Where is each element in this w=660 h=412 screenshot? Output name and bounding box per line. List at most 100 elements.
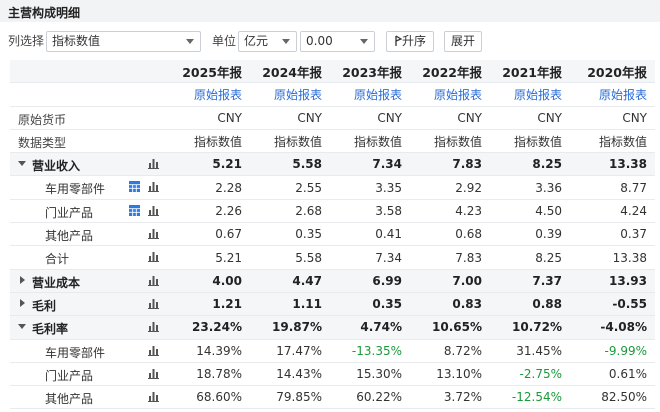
value-cell: 2.28 bbox=[170, 175, 250, 200]
chart-icon[interactable] bbox=[148, 251, 159, 265]
empty-cell bbox=[10, 82, 170, 107]
value-cell: 2.68 bbox=[250, 199, 330, 224]
row-label: 毛利率 bbox=[32, 322, 69, 337]
chart-icon[interactable] bbox=[148, 205, 159, 219]
report-link[interactable]: 原始报表 bbox=[598, 87, 647, 102]
value-cell: -9.99% bbox=[570, 339, 655, 363]
report-link[interactable]: 原始报表 bbox=[433, 87, 482, 102]
group-row: 毛利 1.21 1.11 0.35 0.83 0.88 -0.55 bbox=[10, 292, 655, 317]
row-label: 车用零部件 bbox=[45, 345, 106, 360]
item-row: 其他产品 0.67 0.35 0.41 0.68 0.39 0.37 bbox=[10, 222, 655, 247]
group-row: 毛利率 23.24% 19.87% 4.74% 10.65% 10.72% -4.08% bbox=[10, 315, 655, 340]
value-cell: 7.83 bbox=[410, 152, 490, 177]
value-cell: -2.75% bbox=[490, 362, 570, 387]
chart-icon[interactable] bbox=[148, 228, 159, 242]
sort-button[interactable]: 升序 bbox=[386, 31, 434, 52]
item-row: 其他产品 68.60% 79.85% 60.22% 3.72% -12.54% 82.50% bbox=[10, 385, 655, 410]
chart-icon[interactable] bbox=[148, 275, 159, 289]
report-cell: 原始报表 bbox=[330, 82, 410, 107]
chart-icon[interactable] bbox=[148, 321, 159, 335]
value-cell: 2.55 bbox=[250, 175, 330, 200]
corner-cell bbox=[10, 60, 170, 84]
meta-label-cell: 原始货币 bbox=[10, 106, 170, 130]
row-label: 营业成本 bbox=[32, 275, 81, 290]
row-label-cell: 营业成本 bbox=[10, 269, 170, 293]
report-link[interactable]: 原始报表 bbox=[353, 87, 402, 102]
column-select[interactable]: 指标数值 bbox=[46, 31, 201, 52]
chart-icon[interactable] bbox=[148, 158, 159, 172]
toggle-arrow[interactable] bbox=[18, 161, 26, 167]
value-cell: 18.78% bbox=[170, 362, 250, 387]
unit-select[interactable]: 亿元 bbox=[238, 31, 297, 52]
group-row: 营业成本 4.00 4.47 6.99 7.00 7.37 13.93 bbox=[10, 269, 655, 293]
row-label: 门业产品 bbox=[45, 368, 94, 383]
row-label: 门业产品 bbox=[45, 205, 94, 220]
meta-cell: 指标数值 bbox=[170, 129, 250, 154]
value-cell: -4.08% bbox=[570, 315, 655, 340]
value-cell: 8.25 bbox=[490, 245, 570, 270]
toggle-arrow[interactable] bbox=[20, 275, 25, 284]
value-cell: 0.35 bbox=[330, 292, 410, 317]
sort-icon bbox=[395, 35, 403, 46]
chart-icon[interactable] bbox=[148, 368, 159, 382]
chart-icon[interactable] bbox=[148, 181, 159, 195]
caret bbox=[360, 39, 368, 44]
precision-select[interactable]: 0.00 bbox=[300, 31, 375, 52]
group-row: 营业收入 5.21 5.58 7.34 7.83 8.25 13.38 bbox=[10, 152, 655, 177]
meta-cell: 指标数值 bbox=[330, 129, 410, 154]
report-link[interactable]: 原始报表 bbox=[513, 87, 562, 102]
value-cell: 14.39% bbox=[170, 339, 250, 363]
item-row: 门业产品 2.26 2.68 3.58 4.23 4.50 4.24 bbox=[10, 199, 655, 224]
table-icon[interactable] bbox=[129, 181, 140, 195]
value-cell: 68.60% bbox=[170, 385, 250, 410]
row-label-cell: 毛利率 bbox=[10, 315, 170, 340]
value-cell: 31.45% bbox=[490, 339, 570, 363]
report-link[interactable]: 原始报表 bbox=[193, 87, 242, 102]
value-cell: 5.21 bbox=[170, 245, 250, 270]
meta-cell: CNY bbox=[170, 106, 250, 130]
unit-select-value: 亿元 bbox=[244, 34, 269, 48]
value-cell: 0.83 bbox=[410, 292, 490, 317]
row-label-cell: 营业收入 bbox=[10, 152, 170, 177]
report-link[interactable]: 原始报表 bbox=[273, 87, 322, 102]
row-label: 其他产品 bbox=[45, 229, 94, 244]
toggle-arrow[interactable] bbox=[18, 324, 26, 330]
year-header: 2025年报 bbox=[170, 60, 250, 84]
value-cell: 13.38 bbox=[570, 152, 655, 177]
row-label: 营业收入 bbox=[32, 159, 81, 174]
caret bbox=[282, 39, 290, 44]
report-cell: 原始报表 bbox=[410, 82, 490, 107]
row-label-cell: 其他产品 bbox=[10, 385, 170, 410]
value-cell: 3.35 bbox=[330, 175, 410, 200]
meta-cell: 指标数值 bbox=[570, 129, 655, 154]
chart-icon[interactable] bbox=[148, 391, 159, 405]
value-cell: 2.92 bbox=[410, 175, 490, 200]
report-cell: 原始报表 bbox=[250, 82, 330, 107]
meta-row: 原始货币 CNY CNY CNY CNY CNY CNY bbox=[10, 106, 655, 130]
value-cell: -12.54% bbox=[490, 385, 570, 410]
toggle-arrow[interactable] bbox=[20, 298, 25, 307]
expand-button-label: 展开 bbox=[450, 34, 475, 48]
row-label-cell: 车用零部件 bbox=[10, 175, 170, 200]
value-cell: 0.61% bbox=[570, 362, 655, 387]
row-label-cell: 车用零部件 bbox=[10, 339, 170, 363]
row-label: 合计 bbox=[45, 252, 70, 267]
value-cell: 3.72% bbox=[410, 385, 490, 410]
value-cell: 13.93 bbox=[570, 269, 655, 293]
value-cell: 4.23 bbox=[410, 199, 490, 224]
row-label: 其他产品 bbox=[45, 392, 94, 407]
meta-row: 数据类型 指标数值 指标数值 指标数值 指标数值 指标数值 指标数值 bbox=[10, 129, 655, 154]
expand-button[interactable]: 展开 bbox=[444, 31, 482, 52]
value-cell: 0.88 bbox=[490, 292, 570, 317]
table-icon[interactable] bbox=[129, 204, 140, 219]
meta-cell: CNY bbox=[410, 106, 490, 130]
data-table: 2025年报 2024年报 2023年报 2022年报 2021年报 2020年报 原始报表… bbox=[10, 60, 655, 410]
chart-icon[interactable] bbox=[148, 345, 159, 359]
item-row: 车用零部件 14.39% 17.47% -13.35% 8.72% 31.45% -9.99… bbox=[10, 339, 655, 363]
value-cell: 0.39 bbox=[490, 222, 570, 247]
report-cell: 原始报表 bbox=[490, 82, 570, 107]
value-cell: 3.58 bbox=[330, 199, 410, 224]
value-cell: 6.99 bbox=[330, 269, 410, 293]
chart-icon[interactable] bbox=[148, 298, 159, 312]
value-cell: -0.55 bbox=[570, 292, 655, 317]
